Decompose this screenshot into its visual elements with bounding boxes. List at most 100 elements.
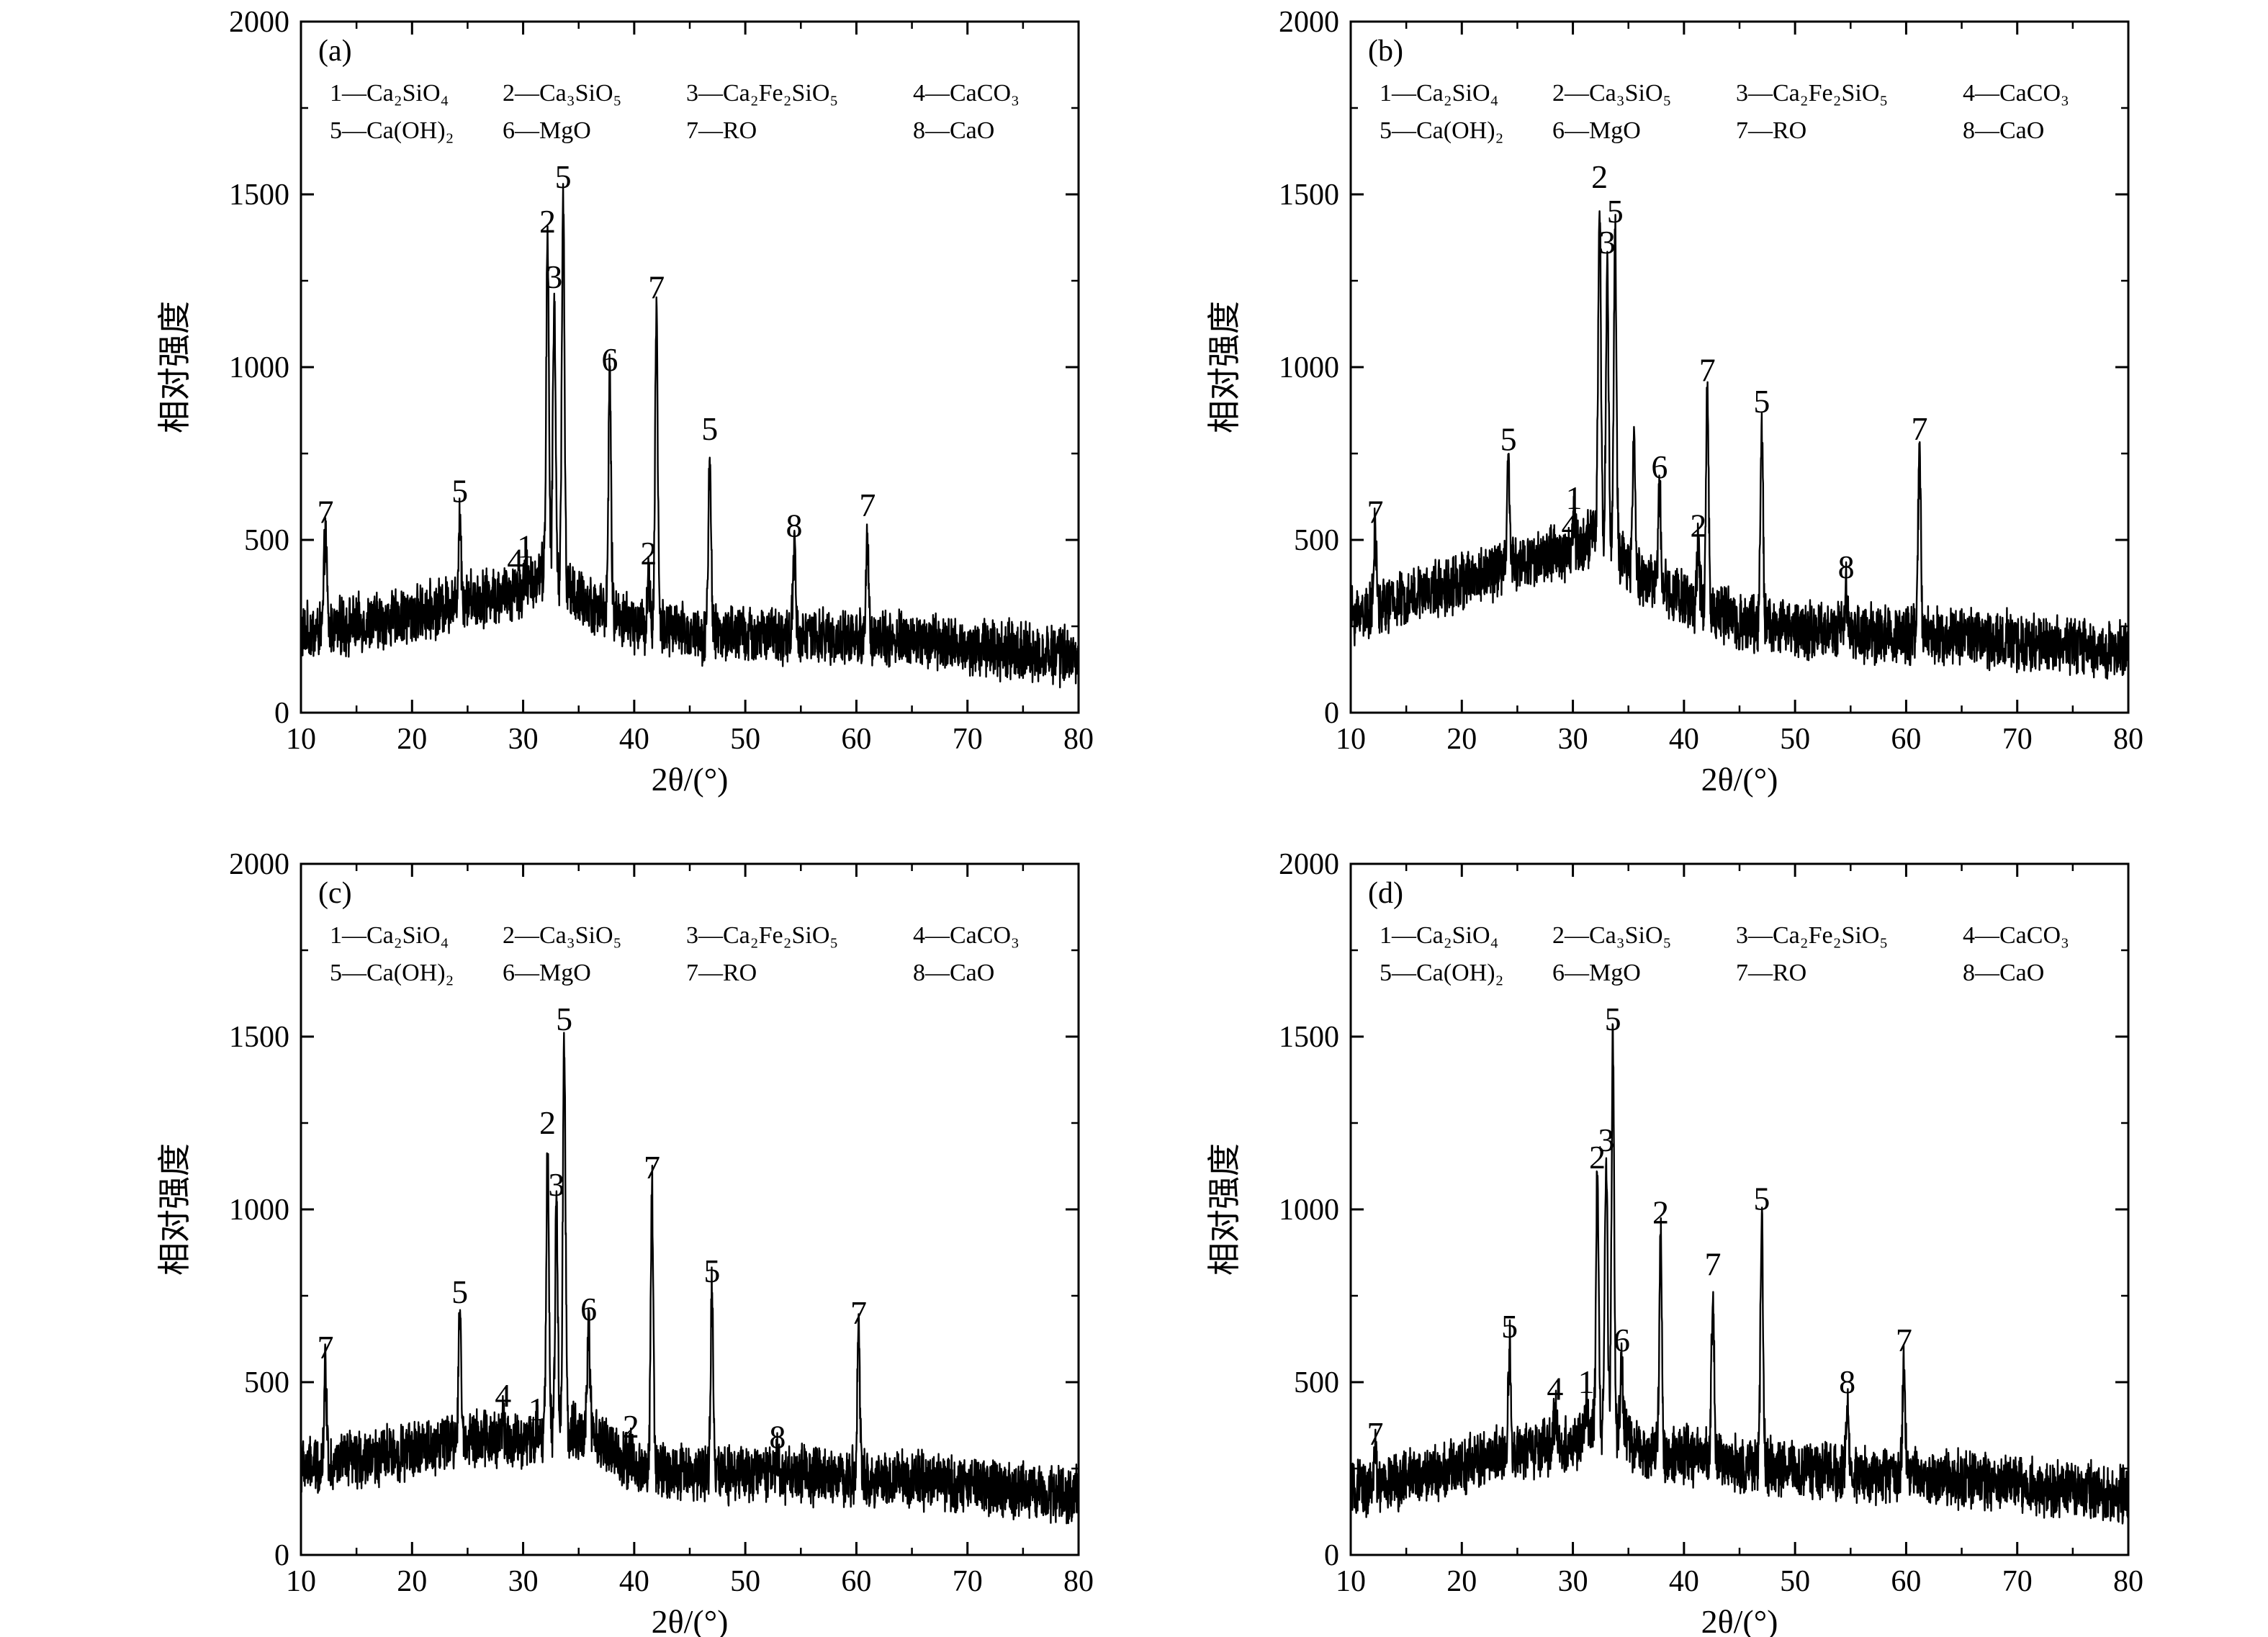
peak-label: 5 <box>556 1001 572 1037</box>
x-tick-label: 20 <box>1446 1565 1477 1598</box>
peak-label: 4 <box>1561 508 1578 544</box>
legend-entry: 1—Ca₂SiO₄ <box>1380 922 1498 949</box>
y-tick-label: 0 <box>1324 1539 1339 1572</box>
x-tick-label: 30 <box>1558 1565 1588 1598</box>
x-tick-label: 30 <box>1558 723 1588 756</box>
peak-label: 2 <box>640 535 657 572</box>
peak-label: 6 <box>1651 448 1668 485</box>
peak-label: 5 <box>555 158 572 195</box>
legend-entry: 5—Ca(OH)₂ <box>1380 960 1503 986</box>
spectrum-line <box>300 183 1080 689</box>
y-tick-label: 1000 <box>1279 1194 1339 1227</box>
legend-entry: 4—CaCO₃ <box>1963 922 2069 949</box>
x-tick-label: 20 <box>397 723 427 756</box>
peak-label: 7 <box>850 1294 867 1331</box>
y-tick-label: 1000 <box>229 1194 289 1227</box>
x-tick-label: 80 <box>2113 723 2143 756</box>
peak-label: 7 <box>1911 410 1927 447</box>
x-tick-label: 60 <box>1891 723 1921 756</box>
x-tick-label: 80 <box>1063 1565 1094 1598</box>
legend-entry: 5—Ca(OH)₂ <box>1380 117 1503 144</box>
legend-entry: 3—Ca₂Fe₂SiO₅ <box>1736 922 1888 949</box>
legend-entry: 4—CaCO₃ <box>913 80 1020 107</box>
peak-label: 2 <box>1591 158 1608 195</box>
legend-entry: 2—Ca₃SiO₅ <box>503 922 621 949</box>
y-tick-label: 1500 <box>229 179 289 212</box>
x-tick-label: 60 <box>841 1565 871 1598</box>
legend-entry: 2—Ca₃SiO₅ <box>1552 922 1671 949</box>
y-tick-label: 1500 <box>1279 179 1339 212</box>
peak-label: 4 <box>507 542 523 579</box>
x-tick-label: 50 <box>730 1565 760 1598</box>
legend-entry: 7—RO <box>686 960 757 986</box>
legend-entry: 8—CaO <box>1963 960 2044 986</box>
legend-entry: 8—CaO <box>913 960 994 986</box>
peak-label: 7 <box>317 1329 333 1366</box>
peak-label: 4 <box>495 1377 511 1414</box>
xrd-panel-c: 10 20 30 40 50 60 70 80 0 500 1000 1500 2000 2θ/(°) 相对… <box>156 848 1094 1637</box>
peak-label: 7 <box>1704 1246 1721 1283</box>
legend-entry: 6—MgO <box>1552 117 1641 144</box>
peak-label: 5 <box>1500 421 1517 458</box>
peak-label: 5 <box>1607 193 1624 230</box>
legend-entry: 6—MgO <box>1552 960 1641 986</box>
peak-label: 6 <box>1614 1322 1630 1358</box>
spectrum-line <box>1349 1023 2130 1525</box>
xrd-panel-a: 10 20 30 40 50 60 70 80 0 500 1000 1500 2000 2θ/(°) 相对… <box>156 6 1094 798</box>
x-tick-label: 60 <box>841 723 871 756</box>
peak-label: 7 <box>1699 352 1716 389</box>
y-axis-title: 相对强度 <box>1206 301 1243 433</box>
x-tick-label: 50 <box>1780 1565 1810 1598</box>
legend-entry: 3—Ca₂Fe₂SiO₅ <box>686 80 838 107</box>
x-tick-label: 70 <box>2002 723 2033 756</box>
peak-label: 1 <box>517 528 534 564</box>
x-tick-label: 40 <box>1669 1565 1699 1598</box>
legend-entry: 6—MgO <box>503 117 591 144</box>
peak-label: 2 <box>1690 508 1706 544</box>
y-tick-label: 2000 <box>1279 848 1339 881</box>
y-tick-label: 0 <box>1324 697 1339 730</box>
x-tick-label: 50 <box>1780 723 1810 756</box>
legend-entry: 5—Ca(OH)₂ <box>330 960 454 986</box>
y-tick-label: 1500 <box>229 1021 289 1054</box>
peak-label: 2 <box>1652 1194 1669 1231</box>
x-tick-label: 70 <box>953 723 983 756</box>
peak-label: 3 <box>548 1166 564 1203</box>
y-tick-label: 1000 <box>1279 351 1339 384</box>
y-tick-label: 1000 <box>229 351 289 384</box>
peak-label: 7 <box>644 1149 660 1186</box>
x-tick-label: 80 <box>1063 723 1094 756</box>
peak-label: 5 <box>1501 1308 1518 1345</box>
peak-label: 5 <box>703 1253 720 1289</box>
legend-entry: 1—Ca₂SiO₄ <box>330 80 449 107</box>
peak-label: 7 <box>1367 493 1383 530</box>
peak-label: 7 <box>1896 1322 1912 1358</box>
y-tick-label: 1500 <box>1279 1021 1339 1054</box>
x-axis-title: 2θ/(°) <box>652 1603 729 1637</box>
xrd-panel-d: 10 20 30 40 50 60 70 80 0 500 1000 1500 2000 2θ/(°) 相对… <box>1206 848 2143 1637</box>
legend-entry: 6—MgO <box>503 960 591 986</box>
legend-entry: 7—RO <box>1736 960 1806 986</box>
legend-entry: 2—Ca₃SiO₅ <box>503 80 621 107</box>
legend-entry: 4—CaCO₃ <box>913 922 1020 949</box>
y-tick-label: 500 <box>1294 1366 1339 1399</box>
x-axis-title: 2θ/(°) <box>1701 1603 1778 1637</box>
legend-entry: 7—RO <box>1736 117 1806 144</box>
spectrum-line <box>300 1032 1080 1525</box>
peak-label: 2 <box>623 1408 639 1445</box>
x-tick-label: 30 <box>508 1565 539 1598</box>
x-tick-label: 70 <box>953 1565 983 1598</box>
y-tick-label: 500 <box>244 1366 289 1399</box>
legend-entry: 5—Ca(OH)₂ <box>330 117 454 144</box>
x-tick-label: 20 <box>1446 723 1477 756</box>
y-tick-label: 0 <box>274 1539 289 1572</box>
legend-entry: 8—CaO <box>1963 117 2044 144</box>
panel-label: (b) <box>1368 35 1403 68</box>
legend-entry: 3—Ca₂Fe₂SiO₅ <box>686 922 838 949</box>
legend-entry: 3—Ca₂Fe₂SiO₅ <box>1736 80 1888 107</box>
peak-label: 8 <box>786 508 803 544</box>
x-tick-label: 50 <box>730 723 760 756</box>
x-axis-title: 2θ/(°) <box>652 761 729 798</box>
legend-entry: 2—Ca₃SiO₅ <box>1552 80 1671 107</box>
peak-label: 6 <box>601 341 618 378</box>
